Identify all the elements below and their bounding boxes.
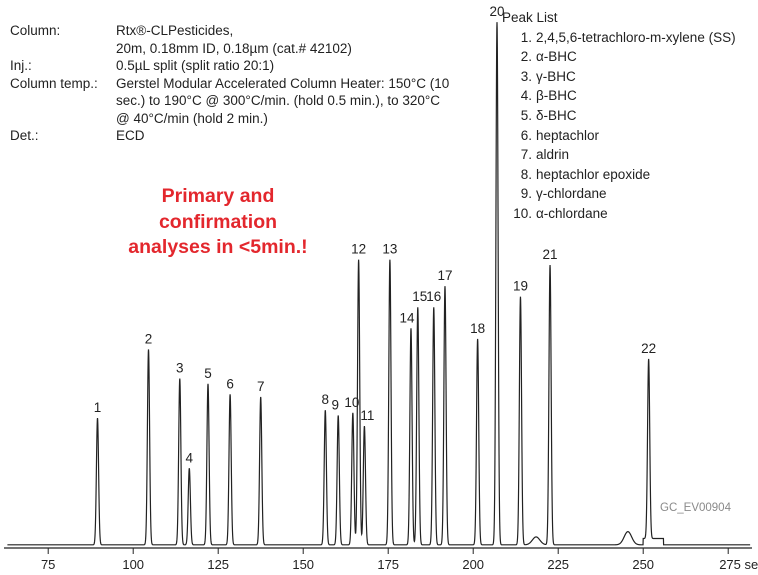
peak-label: 1: [94, 400, 102, 415]
peak-label: 2: [145, 331, 153, 346]
compound-name: α-BHC: [536, 49, 577, 65]
condition-key: Column temp.:: [10, 75, 98, 91]
condition-key: Det.:: [10, 128, 39, 143]
peak-label: 13: [382, 242, 397, 257]
peak-list: Peak List 1. 2,4,5,6-tetrachloro-m-xylene…: [502, 8, 736, 224]
condition-row: 20m, 0.18mm ID, 0.18µm (cat.# 42102): [10, 40, 456, 58]
peak-label: 16: [426, 289, 441, 304]
peak-label: 4: [186, 450, 194, 465]
condition-value: 0.5µL split (split ratio 20:1): [116, 58, 275, 73]
peak-label: 5: [204, 366, 212, 381]
compound-name: α-chlordane: [536, 205, 608, 221]
peak-label: 12: [351, 242, 366, 257]
peak-list-item: 1. 2,4,5,6-tetrachloro-m-xylene (SS): [502, 28, 736, 48]
peak-number: 9.: [520, 186, 532, 202]
peak-number: 5.: [520, 107, 532, 123]
peak-number: 6.: [520, 127, 532, 143]
compound-name: δ-BHC: [536, 107, 577, 123]
peak-number: 1.: [520, 29, 532, 45]
peak-label: 15: [412, 289, 427, 304]
peak-label: 9: [331, 397, 339, 412]
compound-name: γ-chlordane: [536, 186, 607, 202]
peak-list-item: 9. γ-chlordane: [502, 184, 736, 204]
condition-key: Column:: [10, 23, 61, 38]
condition-row: Column: Rtx®-CLPesticides,: [10, 22, 456, 40]
peak-number: 4.: [520, 88, 532, 104]
compound-name: 2,4,5,6-tetrachloro-m-xylene (SS): [536, 29, 736, 45]
peak-list-title: Peak List: [502, 10, 558, 25]
peak-label: 11: [360, 408, 374, 423]
peak-list-item: 5. δ-BHC: [502, 106, 736, 126]
peak-label: 20: [489, 4, 504, 19]
peak-label: 17: [437, 268, 452, 283]
compound-name: heptachlor: [536, 127, 600, 143]
peak-label: 8: [322, 392, 330, 407]
peak-label: 3: [176, 361, 184, 376]
compound-name: β-BHC: [536, 88, 577, 104]
peak-list-item: 7. aldrin: [502, 145, 736, 165]
x-tick-label: 75: [41, 557, 55, 572]
condition-key: Inj.:: [10, 58, 32, 73]
peak-list-item: 10. α-chlordane: [502, 204, 736, 224]
condition-row: Inj.: 0.5µL split (split ratio 20:1): [10, 57, 456, 75]
compound-name: heptachlor epoxide: [536, 166, 651, 182]
compound-name: aldrin: [536, 147, 570, 163]
peak-list-item: 8. heptachlor epoxide: [502, 165, 736, 185]
peak-label: 7: [257, 379, 265, 394]
peak-label: 14: [399, 310, 415, 325]
peak-label: 21: [543, 247, 558, 262]
x-tick-label: 125: [207, 557, 229, 572]
condition-value: Gerstel Modular Accelerated Column Heate…: [116, 75, 450, 126]
peak-number: 7.: [520, 147, 532, 163]
x-tick-label: 150: [292, 557, 314, 572]
peak-label: 19: [513, 279, 528, 294]
x-tick-label: 175: [377, 557, 399, 572]
condition-value: Rtx®-CLPesticides,: [116, 23, 234, 38]
peak-list-item: 4. β-BHC: [502, 86, 736, 106]
peak-label: 18: [470, 321, 485, 336]
condition-row: Column temp.: Gerstel Modular Accelerate…: [10, 75, 456, 128]
condition-value: 20m, 0.18mm ID, 0.18µm (cat.# 42102): [116, 40, 352, 56]
peak-number: 3.: [520, 68, 532, 84]
x-tick-label: 200: [462, 557, 484, 572]
peak-list-item: 2. α-BHC: [502, 47, 736, 67]
peak-number: 8.: [520, 166, 532, 182]
peak-list-items: 1. 2,4,5,6-tetrachloro-m-xylene (SS) 2. α-…: [502, 28, 736, 224]
method-conditions: Column: Rtx®-CLPesticides, 20m, 0.18mm I…: [10, 22, 456, 145]
peak-label: 6: [226, 376, 234, 391]
chromatogram-trace: [7, 22, 751, 546]
peak-label: 10: [344, 395, 359, 410]
x-tick-label: 275 sec.: [719, 557, 758, 572]
peak-list-item: 3. γ-BHC: [502, 67, 736, 87]
x-axis: 75 100 125 150 175 200 225 250 275 sec.: [4, 547, 758, 572]
peak-number: 10.: [513, 205, 532, 221]
x-tick-label: 225: [547, 557, 569, 572]
peak-list-item: 6. heptachlor: [502, 126, 736, 146]
promo-callout: Primary and confirmation analyses in <5m…: [128, 185, 308, 258]
condition-row: Det.: ECD: [10, 127, 456, 145]
x-tick-label: 100: [122, 557, 144, 572]
condition-value: ECD: [116, 128, 145, 143]
peak-label: 22: [641, 341, 656, 356]
peak-number: 2.: [520, 49, 532, 65]
compound-name: γ-BHC: [536, 68, 576, 84]
image-code: GC_EV00904: [660, 502, 731, 514]
chromatogram-trace-group: [7, 22, 751, 546]
x-tick-label: 250: [632, 557, 654, 572]
